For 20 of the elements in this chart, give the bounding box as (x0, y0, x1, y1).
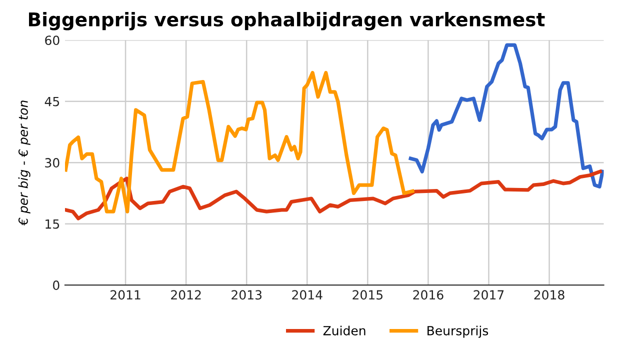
legend-label: Beursprijs (428, 326, 488, 338)
x-tick-label: 2012 (171, 290, 201, 300)
line-series (408, 43, 604, 188)
y-axis-title: € per big - € per ton (18, 100, 30, 226)
legend-label: Zuiden (323, 326, 366, 336)
x-tick-label: 2018 (534, 290, 564, 300)
y-tick-label: 0 (53, 280, 60, 290)
line-series (65, 170, 602, 220)
y-tick-label: 15 (46, 219, 60, 229)
y-tick-label: 30 (45, 158, 60, 168)
x-tick-label: 2011 (110, 290, 140, 300)
x-tick-label: 2014 (292, 290, 322, 300)
chart-title: Biggenprijs versus ophaalbijdragen varkensmest (29, 12, 545, 30)
y-tick-label: 45 (44, 96, 60, 106)
y-tick-label: 60 (45, 36, 60, 46)
x-tick-label: 2015 (352, 290, 382, 300)
x-tick-label: 2017 (474, 290, 504, 300)
x-tick-label: 2013 (232, 290, 262, 300)
x-tick-label: 2016 (413, 290, 444, 300)
line-series (65, 70, 414, 214)
